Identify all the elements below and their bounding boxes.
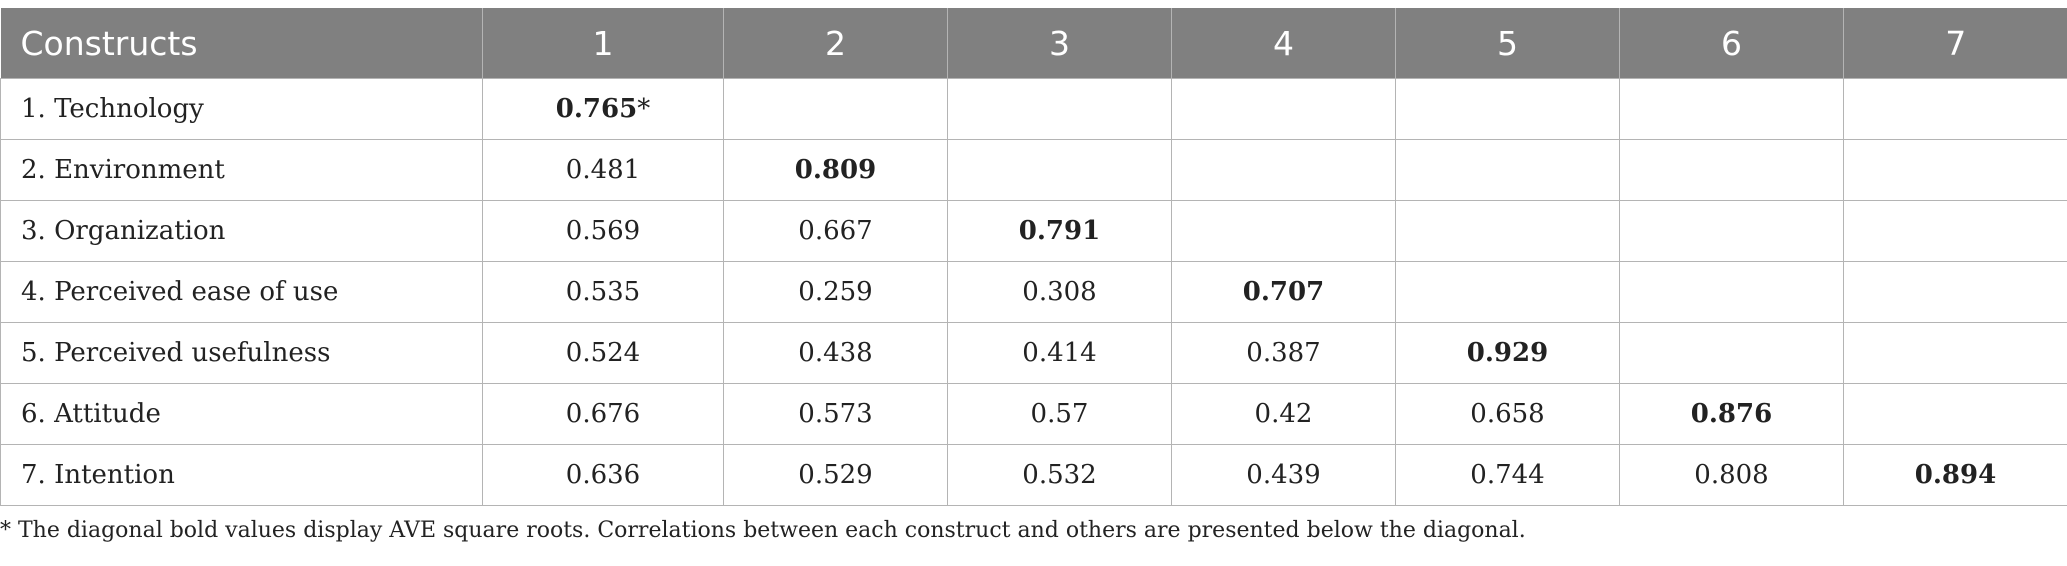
empty-cell [723,78,948,140]
header-col-1: 1 [482,8,724,79]
table-row: 4. Perceived ease of use 0.535 0.259 0.308 0… [0,261,2067,323]
construct-label: 4. Perceived ease of use [0,261,483,323]
empty-cell [1843,200,2067,262]
table-header-row: Constructs 1 2 3 4 5 6 7 [0,8,2067,79]
diagonal-cell: 0.894 [1843,444,2067,506]
correlation-cell: 0.438 [723,322,948,384]
correlation-cell: 0.808 [1619,444,1844,506]
correlation-cell: 0.414 [947,322,1172,384]
header-constructs: Constructs [0,8,483,79]
ave-sqrt-value: 0.929 [1466,338,1549,368]
table-row: 5. Perceived usefulness 0.524 0.438 0.414 0.… [0,322,2067,384]
correlation-table-container: Constructs 1 2 3 4 5 6 7 1. Technology 0.… [0,8,2067,506]
correlation-cell: 0.439 [1171,444,1396,506]
empty-cell [1843,322,2067,384]
correlation-cell: 0.524 [482,322,724,384]
ave-sqrt-value: 0.791 [1018,216,1101,246]
header-col-2: 2 [723,8,948,79]
correlation-cell: 0.57 [947,383,1172,445]
empty-cell [1171,78,1396,140]
construct-label: 5. Perceived usefulness [0,322,483,384]
table-row: 1. Technology 0.765* [0,78,2067,140]
ave-sqrt-value: 0.707 [1242,277,1325,307]
ave-sqrt-value: 0.876 [1690,399,1773,429]
empty-cell [947,139,1172,201]
empty-cell [1395,261,1620,323]
table-row: 3. Organization 0.569 0.667 0.791 [0,200,2067,262]
ave-sqrt-value: 0.765 [555,94,638,124]
empty-cell [1171,139,1396,201]
construct-label: 2. Environment [0,139,483,201]
diagonal-cell: 0.707 [1171,261,1396,323]
ave-sqrt-value: 0.809 [794,155,877,185]
diagonal-cell: 0.876 [1619,383,1844,445]
correlation-cell: 0.658 [1395,383,1620,445]
correlation-cell: 0.676 [482,383,724,445]
empty-cell [1843,139,2067,201]
construct-label: 1. Technology [0,78,483,140]
empty-cell [1395,200,1620,262]
header-col-7: 7 [1843,8,2067,79]
footnote-marker: * [637,94,651,124]
table-row: 7. Intention 0.636 0.529 0.532 0.439 0.744 0.8… [0,444,2067,506]
empty-cell [1843,261,2067,323]
empty-cell [1843,383,2067,445]
empty-cell [1843,78,2067,140]
correlation-cell: 0.308 [947,261,1172,323]
construct-label: 6. Attitude [0,383,483,445]
correlation-cell: 0.573 [723,383,948,445]
empty-cell [1619,261,1844,323]
construct-label: 3. Organization [0,200,483,262]
ave-sqrt-value: 0.894 [1914,460,1997,490]
empty-cell [947,78,1172,140]
empty-cell [1619,322,1844,384]
table-row: 6. Attitude 0.676 0.573 0.57 0.42 0.658 0.876 [0,383,2067,445]
empty-cell [1171,200,1396,262]
correlation-cell: 0.569 [482,200,724,262]
construct-label: 7. Intention [0,444,483,506]
diagonal-cell: 0.791 [947,200,1172,262]
correlation-cell: 0.744 [1395,444,1620,506]
empty-cell [1395,78,1620,140]
header-col-3: 3 [947,8,1172,79]
empty-cell [1619,200,1844,262]
correlation-cell: 0.532 [947,444,1172,506]
diagonal-cell: 0.765* [482,78,724,140]
correlation-cell: 0.535 [482,261,724,323]
header-col-5: 5 [1395,8,1620,79]
correlation-cell: 0.481 [482,139,724,201]
empty-cell [1619,139,1844,201]
correlation-cell: 0.667 [723,200,948,262]
correlation-table: Constructs 1 2 3 4 5 6 7 1. Technology 0.… [0,8,2067,506]
correlation-cell: 0.529 [723,444,948,506]
correlation-cell: 0.42 [1171,383,1396,445]
table-footnote: * The diagonal bold values display AVE s… [0,518,1526,543]
correlation-cell: 0.636 [482,444,724,506]
diagonal-cell: 0.929 [1395,322,1620,384]
diagonal-cell: 0.809 [723,139,948,201]
table-body: 1. Technology 0.765* 2. Environment 0.481 0.… [0,78,2067,506]
header-col-6: 6 [1619,8,1844,79]
header-col-4: 4 [1171,8,1396,79]
correlation-cell: 0.259 [723,261,948,323]
correlation-cell: 0.387 [1171,322,1396,384]
empty-cell [1619,78,1844,140]
table-row: 2. Environment 0.481 0.809 [0,139,2067,201]
empty-cell [1395,139,1620,201]
